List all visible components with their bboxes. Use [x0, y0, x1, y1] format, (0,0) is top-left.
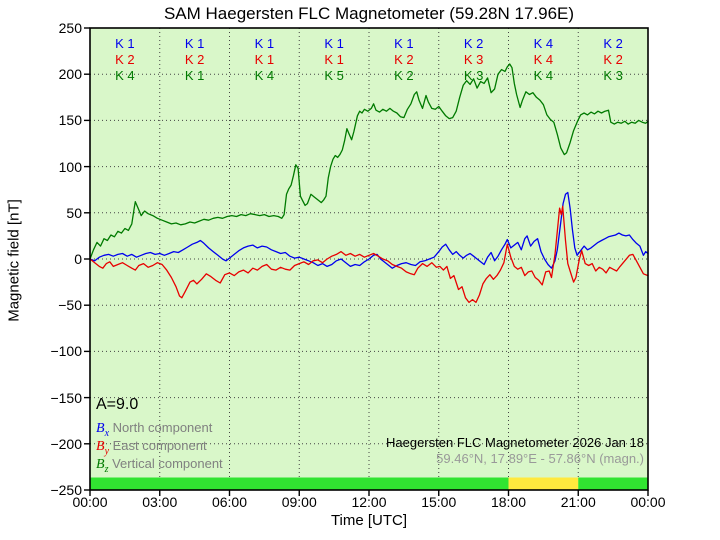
k-index-by-seg1: K 2 — [115, 52, 135, 67]
k-index-by-seg7: K 4 — [533, 52, 554, 67]
k-index-bx-seg4: K 1 — [324, 36, 344, 51]
k-index-bz-seg3: K 4 — [254, 68, 275, 83]
x-tick-label: 09:00 — [281, 494, 317, 510]
a-index-annotation: A=9.0 — [96, 396, 139, 413]
legend-row-east: By East component — [96, 438, 207, 457]
k-index-bx-seg3: K 1 — [254, 36, 275, 51]
x-tick-label: 06:00 — [211, 494, 248, 510]
series-line-blue — [89, 191, 649, 269]
page-title: SAM Haegersten FLC Magnetometer (59.28N … — [163, 4, 575, 23]
activity-bar-segment — [578, 477, 648, 490]
x-tick-label: 18:00 — [490, 494, 527, 510]
bz-symbol: Bz — [96, 457, 109, 475]
legend-row-north: Bx North component — [96, 420, 212, 439]
station-annotation-line2: 59.46°N, 17.89°E - 57.86°N (magn.) — [436, 451, 644, 466]
legend-label-north: North component — [112, 420, 213, 435]
x-tick-label: 12:00 — [351, 494, 387, 510]
x-axis-label: Time [UTC] — [330, 512, 408, 529]
k-index-by-seg5: K 2 — [394, 52, 414, 67]
activity-bar-segment — [508, 477, 579, 490]
y-tick-label: −50 — [58, 297, 82, 314]
station-annotation-line1: Haegersten FLC Magnetometer 2026 Jan 18 — [386, 435, 644, 450]
k-index-bz-seg8: K 3 — [603, 68, 623, 83]
k-index-by-seg4: K 1 — [324, 52, 344, 67]
k-index-by-seg6: K 3 — [463, 52, 484, 67]
series-line-red — [89, 205, 649, 304]
y-tick-label: −200 — [50, 435, 82, 452]
k-index-by-seg8: K 2 — [603, 52, 623, 67]
activity-bar-segment — [90, 477, 509, 490]
x-tick-label: 15:00 — [421, 494, 457, 510]
k-index-bz-seg6: K 3 — [463, 68, 484, 83]
y-tick-label: 100 — [58, 158, 82, 175]
legend-row-vertical: Bz Vertical component — [96, 456, 223, 475]
k-index-bx-seg5: K 1 — [394, 36, 414, 51]
k-index-bz-seg2: K 1 — [184, 68, 205, 83]
legend-label-east: East component — [112, 438, 207, 453]
k-index-bx-seg6: K 2 — [463, 36, 484, 51]
k-index-bz-seg4: K 5 — [324, 68, 344, 83]
k-index-bx-seg7: K 4 — [533, 36, 554, 51]
by-symbol: By — [96, 439, 110, 457]
k-index-bz-seg7: K 4 — [533, 68, 554, 83]
y-tick-label: −150 — [50, 389, 82, 406]
x-tick-label: 00:00 — [72, 494, 108, 510]
series-line-green — [89, 63, 649, 260]
k-index-bx-seg8: K 2 — [603, 36, 623, 51]
k-index-by-seg3: K 1 — [254, 52, 275, 67]
x-tick-label: 00:00 — [630, 494, 666, 510]
y-tick-label: 50 — [66, 204, 82, 221]
legend-label-vertical: Vertical component — [112, 456, 223, 471]
y-tick-label: 0 — [74, 251, 82, 267]
k-index-bx-seg2: K 1 — [184, 36, 205, 51]
k-index-bx-seg1: K 1 — [115, 36, 135, 51]
y-tick-label: −100 — [50, 343, 82, 360]
y-tick-label: −250 — [50, 482, 82, 498]
x-tick-label: 21:00 — [560, 494, 596, 510]
k-index-bz-seg5: K 2 — [394, 68, 414, 83]
y-tick-label: 150 — [58, 112, 82, 129]
y-tick-label: 250 — [58, 20, 82, 36]
x-tick-label: 03:00 — [142, 494, 178, 510]
k-index-by-seg2: K 2 — [184, 52, 205, 67]
bx-symbol: Bx — [96, 421, 110, 439]
y-tick-label: 200 — [58, 66, 82, 83]
k-index-bz-seg1: K 4 — [115, 68, 135, 83]
